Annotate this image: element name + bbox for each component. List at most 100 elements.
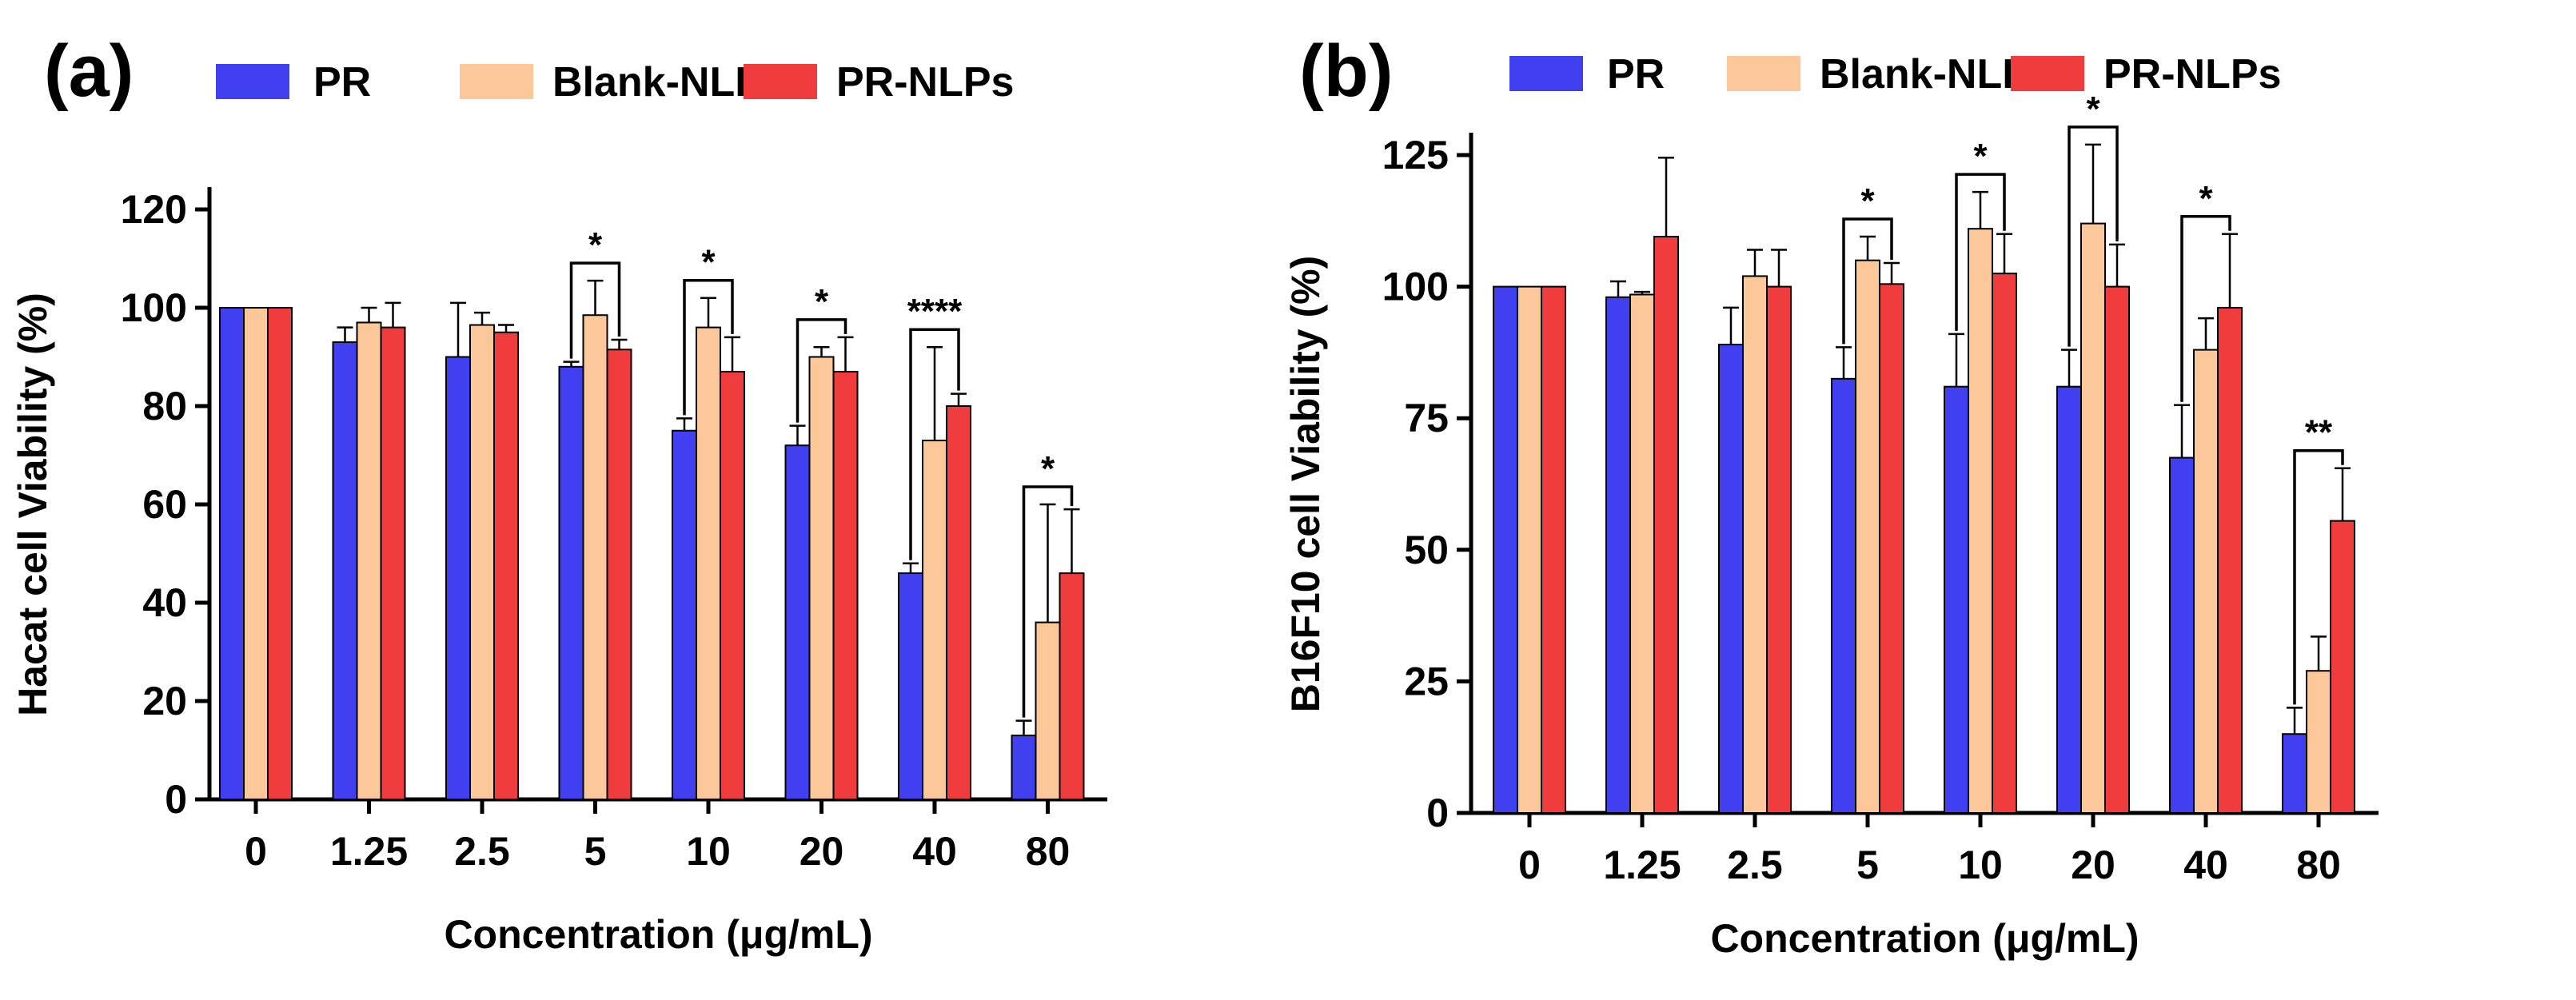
bar-group-0 — [219, 307, 293, 800]
legend-swatch — [2011, 56, 2084, 91]
bar — [2306, 670, 2331, 814]
y-tick-label: 20 — [142, 679, 187, 723]
x-tick-label: 0 — [245, 829, 267, 874]
bar — [808, 356, 835, 800]
y-tick-label: 100 — [1382, 265, 1449, 309]
significance-bracket — [2068, 125, 2119, 347]
bar — [1629, 293, 1655, 814]
bar — [922, 440, 947, 800]
bar — [1855, 259, 1880, 814]
x-tick-label: 5 — [584, 829, 607, 874]
x-tick-label: 2.5 — [454, 829, 510, 874]
bar-group-80 — [1011, 503, 1085, 800]
bar — [1059, 572, 1085, 800]
y-tick-label: 0 — [165, 777, 187, 822]
bar — [720, 370, 745, 800]
legend-swatch — [744, 64, 817, 99]
legend-entry: PR-NLPs — [836, 59, 1014, 106]
bar-group-1.25 — [332, 301, 406, 801]
y-axis-title: Hacat cell Viability (%) — [10, 293, 55, 716]
x-axis-title: Concentration (μg/mL) — [444, 912, 872, 957]
bar — [332, 341, 358, 800]
y-tick-label: 125 — [1382, 133, 1449, 177]
x-tick-label: 20 — [2071, 843, 2115, 887]
significance-bracket — [909, 328, 960, 560]
bar — [696, 326, 721, 801]
significance-bracket — [1842, 217, 1893, 345]
y-tick-label: 80 — [142, 384, 187, 428]
bar-group-1.25 — [1605, 157, 1679, 814]
significance-label: **** — [907, 292, 963, 331]
bar — [469, 324, 495, 800]
bar-group-10 — [672, 297, 745, 801]
bar — [493, 331, 519, 800]
y-tick-label: 0 — [1426, 791, 1449, 835]
legend-entry: PR-NLPs — [2103, 51, 2281, 98]
y-tick-label: 100 — [121, 285, 187, 330]
significance-bracket — [683, 278, 734, 416]
bar — [832, 370, 859, 800]
significance-bracket — [1955, 173, 2006, 331]
x-tick-label: 10 — [1958, 843, 2003, 887]
x-axis-title: Concentration (μg/mL) — [1710, 916, 2139, 961]
bar — [267, 307, 293, 800]
bar — [1742, 275, 1768, 814]
bar — [1493, 285, 1518, 815]
bar — [1718, 344, 1744, 814]
bar — [606, 349, 632, 800]
bar — [582, 314, 608, 801]
legend: PR Blank-NLPs PR-NLPs — [216, 59, 1014, 106]
bar-group-10 — [1944, 190, 2017, 815]
bar — [1541, 285, 1566, 815]
x-tick-label: 2.5 — [1727, 843, 1783, 887]
bar — [558, 365, 584, 800]
significance-bracket — [2180, 215, 2231, 402]
significance-marker: * — [1842, 181, 1893, 345]
significance-label: * — [701, 243, 716, 282]
chart-panel-b: (b) PR Blank-NLPs PR-NLPs 0 25 50 75 100 125 0 1.25… — [1283, 30, 2379, 961]
x-tick-label: 1.25 — [330, 829, 408, 874]
bar — [1992, 273, 2017, 814]
x-tick-label: 0 — [1518, 843, 1541, 887]
y-tick-label: 40 — [142, 580, 187, 625]
bar — [672, 429, 697, 800]
bar-group-20 — [784, 336, 859, 800]
panel-label: (b) — [1299, 30, 1393, 112]
y-tick-label: 120 — [121, 187, 187, 232]
legend-swatch — [1509, 56, 1583, 91]
y-tick-label: 25 — [1404, 659, 1449, 703]
bar — [1605, 296, 1631, 814]
significance-bracket — [2293, 448, 2344, 705]
bar — [219, 307, 245, 800]
bar — [356, 321, 382, 800]
bar — [380, 326, 406, 801]
significance-bracket — [569, 261, 621, 359]
significance-marker: * — [796, 282, 847, 423]
bar-group-2.5 — [1718, 249, 1792, 815]
significance-bracket — [796, 318, 847, 423]
bar-group-20 — [2056, 143, 2130, 815]
significance-marker: * — [683, 243, 734, 416]
bar-group-40 — [2169, 233, 2243, 815]
bar-group-80 — [2282, 467, 2355, 814]
significance-label: * — [1973, 137, 1988, 176]
bar — [1517, 285, 1542, 815]
x-tick-label: 80 — [1026, 829, 1071, 874]
bar — [2080, 222, 2106, 815]
legend-entry: PR — [313, 59, 371, 106]
bar — [2104, 285, 2130, 815]
bar — [946, 405, 971, 800]
y-axis-title: B16F10 cell Viability (%) — [1283, 256, 1328, 713]
bar — [1011, 735, 1037, 800]
significance-marker: * — [1022, 449, 1074, 718]
bar — [898, 572, 923, 800]
legend-swatch — [1727, 56, 1800, 91]
significance-marker: **** — [907, 292, 963, 560]
bar — [1653, 236, 1679, 814]
significance-label: ** — [2305, 413, 2333, 452]
bar — [1968, 228, 1993, 814]
x-tick-label: 80 — [2296, 843, 2341, 887]
significance-label: * — [1860, 181, 1875, 221]
bar — [1035, 621, 1061, 800]
